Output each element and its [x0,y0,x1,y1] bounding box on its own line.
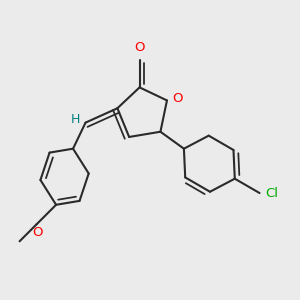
Text: H: H [70,113,80,127]
Text: O: O [173,92,183,105]
Text: O: O [134,41,145,54]
Text: Cl: Cl [265,187,278,200]
Text: O: O [33,226,43,239]
